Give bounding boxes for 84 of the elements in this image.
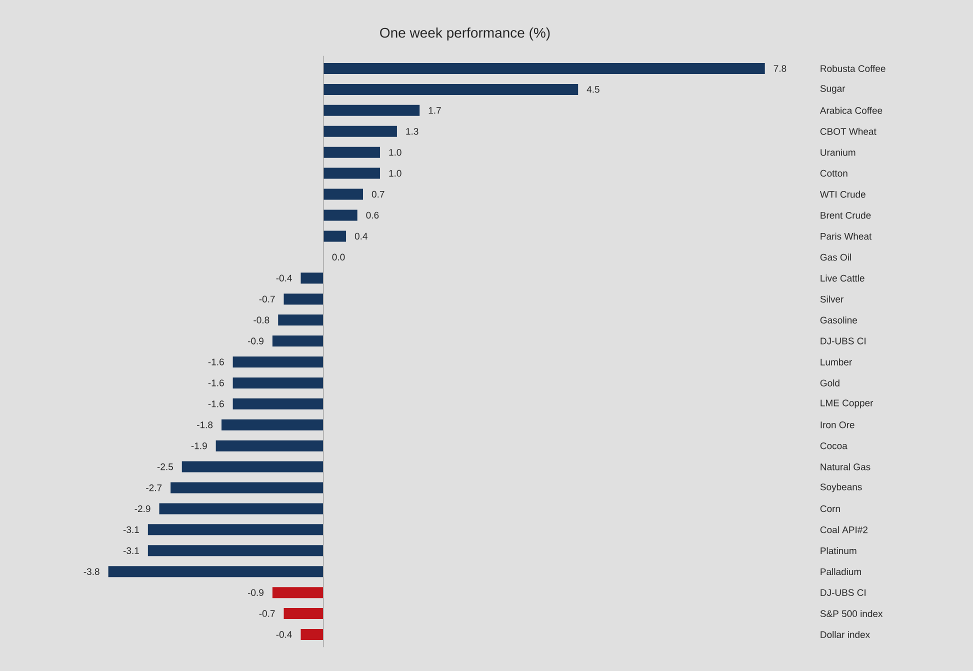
- y-tick-label: Lumber: [820, 358, 852, 366]
- bar: [232, 377, 324, 388]
- data-label: -0.9: [248, 338, 264, 344]
- data-label: -1.6: [208, 380, 224, 386]
- data-label: 1.0: [389, 148, 402, 156]
- bar: [232, 356, 324, 368]
- data-label: -1.8: [197, 421, 213, 428]
- bar: [216, 440, 324, 452]
- y-tick-label: Silver: [820, 296, 844, 303]
- y-tick-label: Palladium: [820, 568, 861, 576]
- y-tick-label: Cocoa: [820, 442, 848, 450]
- bar: [284, 608, 324, 620]
- bar: [323, 126, 397, 137]
- data-label: -2.7: [146, 484, 162, 492]
- y-tick-label: Soybeans: [820, 483, 862, 492]
- data-label: -0.9: [248, 589, 264, 596]
- bar: [323, 62, 765, 74]
- y-tick-label: Uranium: [820, 148, 856, 156]
- y-tick-label: Iron Ore: [820, 421, 854, 428]
- y-tick-label: WTI Crude: [820, 190, 866, 198]
- data-label: -3.8: [84, 568, 100, 575]
- data-label: -1.9: [191, 442, 207, 450]
- data-label: -0.4: [276, 274, 292, 282]
- y-tick-label: Corn: [820, 505, 840, 512]
- bar: [300, 272, 324, 284]
- bar: [159, 503, 324, 514]
- data-label: 0.6: [366, 212, 379, 219]
- y-tick-label: Coal API#2: [820, 526, 868, 534]
- bar: [323, 210, 358, 221]
- bar: [148, 524, 324, 536]
- data-label: 0.7: [372, 190, 384, 198]
- y-tick-label: LME Copper: [820, 400, 874, 408]
- data-label: 7.8: [774, 65, 786, 72]
- data-label: -0.8: [254, 316, 270, 324]
- y-tick-label: Natural Gas: [820, 463, 870, 470]
- y-tick-label: Gas Oil: [820, 254, 851, 261]
- y-tick-label: Sugar: [820, 85, 846, 94]
- y-tick-label: Paris Wheat: [820, 232, 872, 240]
- bar: [300, 629, 324, 640]
- y-tick-label: Platinum: [820, 547, 856, 554]
- data-label: -0.4: [276, 631, 292, 638]
- bar: [323, 146, 380, 158]
- data-label: -0.7: [259, 610, 275, 617]
- bar: [222, 419, 324, 430]
- bar: [232, 398, 324, 410]
- bar: [323, 188, 364, 200]
- bar: [170, 482, 324, 494]
- bar: [323, 230, 346, 242]
- data-label: 4.5: [586, 86, 600, 93]
- data-label: 1.3: [406, 128, 418, 135]
- bar: [182, 461, 324, 472]
- data-label: 1.0: [389, 170, 402, 177]
- data-label: -2.5: [157, 463, 173, 470]
- data-label: -3.1: [123, 526, 139, 534]
- y-tick-label: Robusta Coffee: [820, 64, 886, 72]
- y-tick-label: S&P 500 index: [820, 610, 883, 618]
- data-label: -0.7: [259, 296, 275, 302]
- y-tick-label: DJ-UBS CI: [820, 589, 866, 596]
- bar: [148, 545, 324, 556]
- data-label: -3.1: [123, 547, 139, 554]
- y-tick-label: DJ-UBS CI: [820, 338, 866, 344]
- bar: [278, 314, 324, 326]
- data-label: -1.6: [208, 358, 224, 366]
- y-tick-label: CBOT Wheat: [820, 128, 876, 135]
- y-tick-label: Gasoline: [820, 316, 857, 324]
- y-tick-label: Arabica Coffee: [820, 106, 882, 114]
- data-label: -1.6: [208, 400, 224, 408]
- bar: [272, 587, 324, 598]
- y-tick-label: Gold: [820, 379, 840, 386]
- bar: [323, 104, 420, 116]
- chart-title: One week performance (%): [380, 27, 550, 41]
- bar: [108, 566, 324, 578]
- y-tick-label: Brent Crude: [820, 212, 871, 219]
- data-label: 1.7: [428, 107, 441, 114]
- bar: [323, 84, 578, 95]
- bar: [272, 336, 324, 347]
- data-label: 0.4: [354, 232, 368, 240]
- bar: [323, 168, 380, 179]
- y-tick-label: Dollar index: [820, 631, 870, 638]
- y-tick-label: Cotton: [820, 170, 848, 177]
- bar: [284, 294, 324, 305]
- y-tick-label: Live Cattle: [820, 274, 864, 282]
- data-label: 0.0: [332, 254, 345, 261]
- data-label: -2.9: [134, 505, 150, 512]
